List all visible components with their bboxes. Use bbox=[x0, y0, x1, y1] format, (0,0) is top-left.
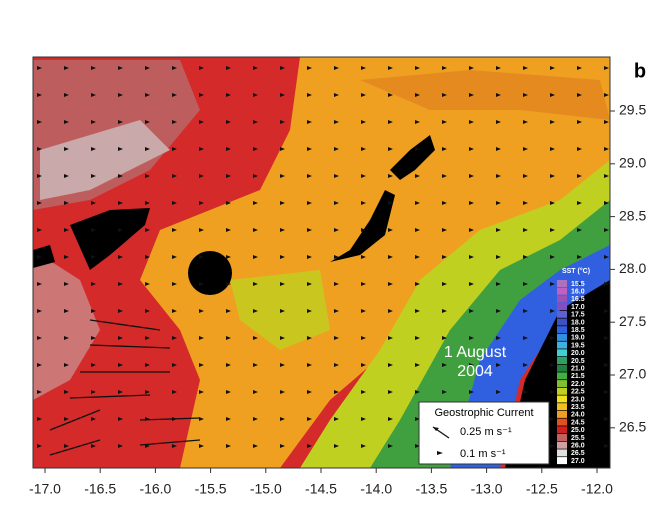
y-tick-label: 28.0 bbox=[619, 260, 646, 276]
colorbar-label: 23.5 bbox=[571, 404, 585, 411]
y-tick-label: 28.5 bbox=[619, 207, 646, 223]
colorbar-swatch bbox=[557, 395, 567, 403]
y-tick-label: 26.5 bbox=[619, 419, 646, 435]
colorbar-swatch bbox=[557, 287, 567, 295]
y-tick-label: 27.0 bbox=[619, 366, 646, 382]
colorbar-swatch bbox=[557, 357, 567, 364]
x-tick-label: -14.0 bbox=[360, 481, 392, 497]
colorbar-label: 21.0 bbox=[571, 366, 585, 373]
colorbar-swatch bbox=[557, 364, 567, 372]
x-tick-label: -15.0 bbox=[250, 481, 282, 497]
colorbar-swatch bbox=[557, 449, 567, 457]
colorbar-swatch bbox=[557, 418, 567, 426]
colorbar-label: 16.0 bbox=[571, 289, 585, 296]
panel-label: b bbox=[634, 60, 646, 82]
colorbar-label: 22.0 bbox=[571, 381, 585, 388]
colorbar-label: 16.5 bbox=[571, 296, 585, 303]
legend-box: Geostrophic Current 0.25 m s⁻¹ 0.1 m s⁻¹ bbox=[418, 401, 550, 465]
colorbar-label: 25.0 bbox=[571, 427, 585, 434]
sst-map bbox=[33, 57, 610, 468]
colorbar-label: 26.5 bbox=[571, 450, 585, 457]
colorbar-swatch bbox=[557, 295, 567, 303]
colorbar-label: 15.5 bbox=[571, 281, 585, 288]
colorbar-swatch bbox=[557, 380, 567, 388]
colorbar-swatch bbox=[557, 434, 567, 441]
colorbar-label: 20.0 bbox=[571, 350, 585, 357]
colorbar-swatch bbox=[557, 318, 567, 326]
x-tick-label: -13.0 bbox=[471, 481, 503, 497]
colorbar-swatch bbox=[557, 341, 567, 349]
date-label: 2004 bbox=[457, 363, 493, 380]
colorbar-title: SST (°C) bbox=[562, 267, 590, 275]
colorbar-swatch bbox=[557, 310, 567, 318]
x-tick-label: -17.0 bbox=[29, 481, 61, 497]
colorbar-swatch bbox=[557, 303, 567, 311]
colorbar-swatch bbox=[557, 426, 567, 434]
y-tick-label: 29.5 bbox=[619, 102, 646, 118]
colorbar-label: 24.5 bbox=[571, 419, 585, 426]
colorbar-label: 17.0 bbox=[571, 304, 585, 311]
colorbar-label: 17.5 bbox=[571, 312, 585, 319]
colorbar-swatch bbox=[557, 457, 567, 465]
x-tick-label: -16.5 bbox=[84, 481, 116, 497]
current-vectors bbox=[49, 319, 201, 456]
x-tick-label: -15.5 bbox=[195, 481, 227, 497]
colorbar-label: 21.5 bbox=[571, 373, 585, 380]
legend-item: 0.1 m s⁻¹ bbox=[460, 448, 506, 460]
colorbar-swatch bbox=[557, 349, 567, 357]
colorbar-swatch bbox=[557, 441, 567, 449]
x-tick-label: -13.5 bbox=[415, 481, 447, 497]
x-tick-label: -16.0 bbox=[139, 481, 171, 497]
y-tick-label: 29.0 bbox=[619, 155, 646, 171]
colorbar-label: 19.0 bbox=[571, 335, 585, 342]
colorbar-label: 23.0 bbox=[571, 396, 585, 403]
colorbar-label: 26.0 bbox=[571, 443, 585, 450]
colorbar-label: 18.0 bbox=[571, 319, 585, 326]
colorbar-swatch bbox=[557, 410, 567, 418]
colorbar-label: 27.0 bbox=[571, 458, 585, 465]
colorbar-swatch bbox=[557, 326, 567, 334]
colorbar-swatch bbox=[557, 280, 567, 287]
colorbar-label: 18.5 bbox=[571, 327, 585, 334]
colorbar-swatch bbox=[557, 403, 567, 411]
colorbar-swatch bbox=[557, 333, 567, 341]
x-tick-label: -12.5 bbox=[526, 481, 558, 497]
date-label: 1 August bbox=[444, 344, 507, 361]
colorbar-swatch bbox=[557, 372, 567, 380]
colorbar-label: 24.0 bbox=[571, 412, 585, 419]
x-tick-label: -14.5 bbox=[305, 481, 337, 497]
legend-item: 0.25 m s⁻¹ bbox=[460, 426, 512, 438]
y-tick-label: 27.5 bbox=[619, 313, 646, 329]
legend-title: Geostrophic Current bbox=[434, 407, 533, 419]
colorbar-label: 20.5 bbox=[571, 358, 585, 365]
colorbar-label: 25.5 bbox=[571, 435, 585, 442]
colorbar-swatch bbox=[557, 387, 567, 395]
x-tick-label: -12.0 bbox=[581, 481, 613, 497]
colorbar-label: 22.5 bbox=[571, 389, 585, 396]
colorbar-label: 19.5 bbox=[571, 342, 585, 349]
